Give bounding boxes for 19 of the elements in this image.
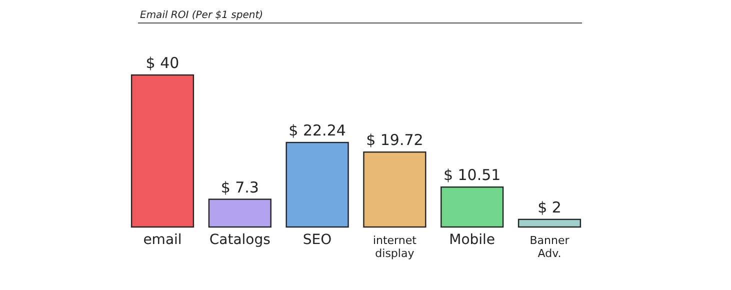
bar bbox=[518, 218, 582, 228]
bar bbox=[363, 151, 426, 228]
x-tick-label: SEO bbox=[302, 232, 332, 248]
x-tick-label: Mobile bbox=[449, 232, 496, 248]
x-tick-label: internet display bbox=[372, 234, 418, 260]
x-tick-label: Banner Adv. bbox=[530, 234, 570, 260]
data-label: $ 40 bbox=[146, 54, 180, 72]
bar bbox=[440, 186, 504, 228]
data-label: $ 19.72 bbox=[366, 131, 424, 150]
data-label: $ 2 bbox=[538, 198, 562, 216]
data-label: $ 7.3 bbox=[220, 178, 259, 196]
chart-title: Email ROI (Per $1 spent) bbox=[140, 10, 264, 21]
data-label: $ 10.51 bbox=[443, 166, 501, 184]
bar bbox=[286, 142, 349, 228]
bar bbox=[208, 198, 272, 228]
x-tick-label: Catalogs bbox=[209, 232, 270, 248]
bar bbox=[130, 74, 194, 228]
x-tick-label: email bbox=[143, 232, 182, 248]
data-label: $ 22.24 bbox=[288, 121, 346, 140]
